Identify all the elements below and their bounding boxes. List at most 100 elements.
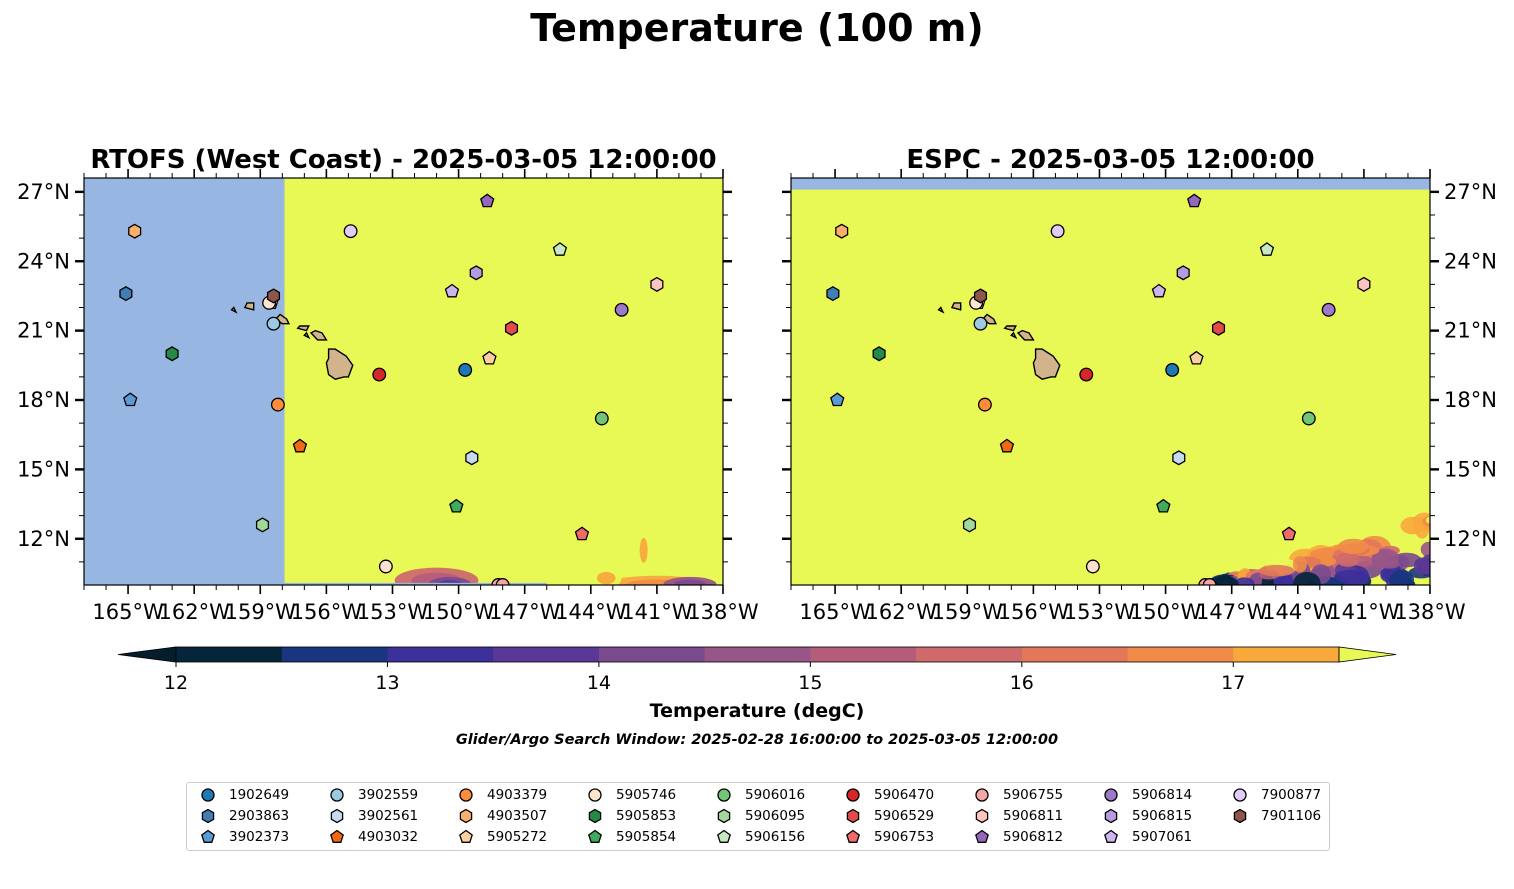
legend-marker-shape bbox=[459, 829, 473, 843]
colorbar-segment bbox=[281, 647, 388, 662]
colorbar-tick-label: 15 bbox=[798, 672, 822, 694]
float-marker bbox=[999, 438, 1015, 453]
x-tick-label: 150°W bbox=[423, 600, 495, 624]
legend-label: 7901106 bbox=[1261, 808, 1322, 824]
legend-marker bbox=[717, 829, 731, 843]
float-marker bbox=[977, 397, 992, 412]
float-marker bbox=[469, 265, 483, 281]
legend-marker-shape bbox=[330, 808, 344, 824]
float-marker bbox=[872, 346, 886, 362]
legend-marker bbox=[717, 808, 731, 824]
legend-marker bbox=[1104, 829, 1118, 843]
x-tick-label: 153°W bbox=[1064, 600, 1136, 624]
legend-marker-shape bbox=[588, 808, 602, 824]
y-tick-label: 15°N bbox=[1444, 457, 1497, 481]
float-marker bbox=[614, 302, 629, 317]
cool-water-region bbox=[1207, 512, 1430, 585]
float-marker bbox=[826, 286, 840, 302]
colorbar-over-extend bbox=[1338, 646, 1397, 663]
float-marker bbox=[458, 362, 473, 377]
float-marker bbox=[1187, 193, 1202, 208]
legend-label: 5906016 bbox=[745, 787, 806, 803]
map-panel-2: ESPC - 2025-03-05 12:00:00165°W162°W159°… bbox=[782, 145, 1497, 624]
legend-marker-shape bbox=[588, 788, 602, 802]
colorbar-label: Temperature (degC) bbox=[649, 700, 865, 722]
island bbox=[937, 306, 945, 314]
legend-marker bbox=[459, 829, 473, 843]
float-marker bbox=[123, 392, 138, 407]
legend-marker bbox=[588, 788, 602, 802]
legend: 1902649 2903863 3902373 3902559 3902561 49030… bbox=[186, 782, 1330, 851]
legend-label: 5906470 bbox=[874, 787, 935, 803]
legend-marker bbox=[846, 808, 860, 824]
search-window-note: Glider/Argo Search Window: 2025-02-28 16… bbox=[455, 732, 1059, 748]
legend-marker bbox=[330, 788, 344, 802]
legend-marker bbox=[201, 829, 215, 843]
y-tick-label: 18°N bbox=[17, 388, 70, 412]
map-panels: RTOFS (West Coast) - 2025-03-05 12:00:00… bbox=[17, 145, 1497, 624]
float-marker bbox=[1050, 224, 1065, 239]
x-tick-label: 162°W bbox=[865, 600, 937, 624]
colorbar-under-extend bbox=[117, 646, 177, 663]
legend-label: 5906815 bbox=[1132, 808, 1193, 824]
y-tick-label: 21°N bbox=[17, 319, 70, 343]
island bbox=[1010, 331, 1018, 340]
legend-marker-shape bbox=[846, 829, 860, 843]
legend-marker bbox=[975, 829, 989, 843]
legend-marker bbox=[201, 808, 215, 824]
legend-marker bbox=[975, 808, 989, 824]
float-marker bbox=[372, 367, 387, 382]
legend-label: 5905854 bbox=[616, 829, 677, 845]
legend-label: 5906156 bbox=[745, 829, 806, 845]
legend-label: 1902649 bbox=[229, 787, 290, 803]
island bbox=[243, 302, 255, 311]
legend-label: 4903032 bbox=[358, 829, 419, 845]
no-data-region bbox=[84, 178, 285, 585]
colorbar-segment bbox=[387, 647, 494, 662]
float-marker bbox=[495, 578, 510, 585]
float-marker bbox=[292, 438, 308, 453]
legend-label: 3902561 bbox=[358, 808, 419, 824]
colorbar-tick-label: 12 bbox=[164, 672, 188, 694]
legend-label: 5907061 bbox=[1132, 829, 1193, 845]
legend-label: 5905853 bbox=[616, 808, 677, 824]
legend-marker-shape bbox=[717, 808, 731, 824]
y-tick-label: 27°N bbox=[1444, 180, 1497, 204]
colorbar-segment bbox=[810, 647, 917, 662]
legend-marker-shape bbox=[1104, 829, 1118, 843]
colorbar-segment bbox=[598, 647, 706, 662]
float-marker bbox=[1189, 350, 1204, 365]
y-tick-label: 21°N bbox=[1444, 319, 1497, 343]
colorbar-tick-label: 16 bbox=[1010, 672, 1034, 694]
float-marker bbox=[1151, 283, 1167, 298]
float-marker bbox=[574, 526, 590, 541]
float-marker bbox=[270, 397, 285, 412]
island bbox=[1003, 325, 1017, 332]
legend-label: 4903507 bbox=[487, 808, 548, 824]
legend-marker-shape bbox=[846, 788, 860, 802]
float-marker bbox=[1321, 302, 1336, 317]
x-tick-label: 159°W bbox=[225, 600, 297, 624]
float-marker bbox=[1085, 559, 1100, 574]
legend-label: 5906755 bbox=[1003, 787, 1064, 803]
legend-marker-shape bbox=[588, 829, 602, 843]
legend-marker bbox=[1233, 808, 1247, 824]
legend-marker-shape bbox=[717, 788, 731, 802]
legend-marker bbox=[459, 788, 473, 802]
float-marker bbox=[1259, 242, 1275, 256]
float-marker bbox=[1165, 362, 1180, 377]
float-marker bbox=[1176, 265, 1190, 281]
x-tick-label: 156°W bbox=[291, 600, 363, 624]
float-marker bbox=[1301, 411, 1316, 426]
legend-marker bbox=[588, 808, 602, 824]
x-tick-label: 144°W bbox=[555, 600, 627, 624]
x-tick-label: 165°W bbox=[92, 600, 164, 624]
float-markers bbox=[826, 193, 1371, 585]
x-tick-label: 138°W bbox=[1394, 600, 1466, 624]
island bbox=[325, 348, 354, 380]
legend-label: 2903863 bbox=[229, 808, 290, 824]
float-marker bbox=[1211, 320, 1226, 336]
float-marker bbox=[480, 193, 495, 208]
legend-label: 7900877 bbox=[1261, 787, 1322, 803]
